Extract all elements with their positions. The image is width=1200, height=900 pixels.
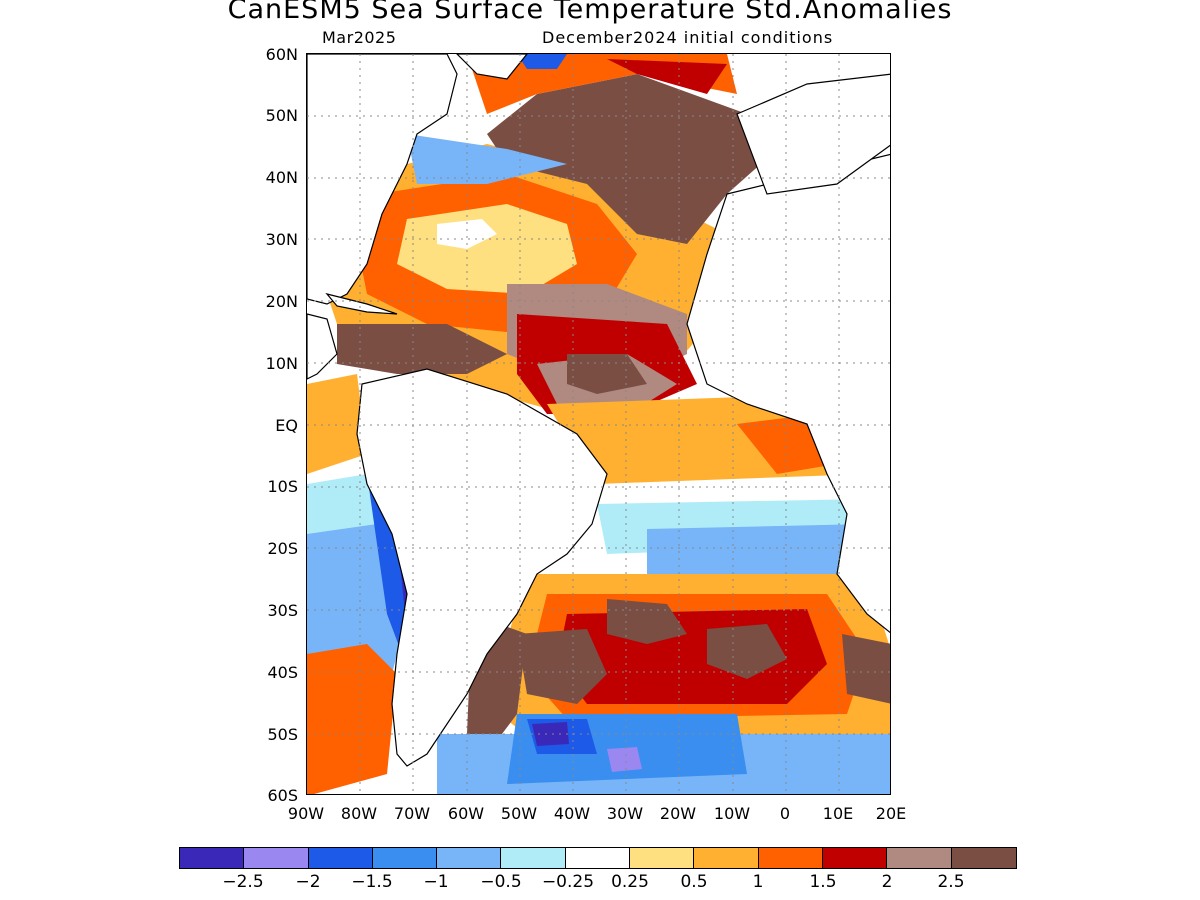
lon-label-40w: 40W: [553, 804, 591, 823]
colorbar-swatch: [758, 848, 823, 868]
tropical-brown: [337, 324, 507, 374]
lat-label-40n: 40N: [265, 168, 298, 187]
lat-label-30n: 30N: [265, 230, 298, 249]
africa: [686, 153, 890, 634]
colorbar-swatch: [822, 848, 888, 868]
colorbar-label: 2: [881, 872, 893, 892]
lat-label-40s: 40S: [267, 663, 298, 682]
forecast-month: Mar2025: [322, 28, 397, 47]
south-atlantic-brown-3: [707, 624, 787, 679]
nw-atlantic-blue: [407, 134, 567, 184]
colorbar-label: 0.5: [680, 872, 708, 892]
north-atlantic-white-core: [437, 219, 497, 249]
lat-label-10n: 10N: [265, 354, 298, 373]
chart-title: CanESM5 Sea Surface Temperature Std.Anom…: [227, 0, 953, 25]
pacific-red-south: [307, 644, 397, 794]
caribbean-islands: [325, 292, 398, 315]
colorbar-swatch: [180, 848, 245, 868]
colorbar-label: 1.5: [809, 872, 837, 892]
lon-label-70w: 70W: [393, 804, 431, 823]
lon-label-20e: 20E: [875, 804, 907, 823]
anomaly-fill-layer: [307, 54, 890, 794]
land-layer: [307, 54, 890, 767]
colorbar-label: −1.5: [351, 872, 393, 892]
colorbar-swatch: [630, 848, 695, 868]
southern-ocean-purple: [532, 722, 569, 746]
colorbar-label: −0.5: [480, 872, 522, 892]
colorbar-swatch: [501, 848, 566, 868]
south-america: [356, 368, 608, 767]
central-america: [307, 313, 338, 380]
lon-label-50w: 50W: [500, 804, 538, 823]
pacific-coastal-deep-blue: [367, 474, 412, 654]
grid-lines: [307, 54, 890, 794]
colorbar-swatch: [694, 848, 759, 868]
lat-label-20n: 20N: [265, 292, 298, 311]
lat-label-60n: 60N: [265, 45, 298, 64]
greenland: [456, 54, 528, 80]
colorbar-label: −0.25: [541, 872, 595, 892]
nw-atlantic-deep-blue: [517, 54, 567, 69]
colorbar-label: −2.5: [222, 872, 264, 892]
colorbar-swatch: [308, 848, 373, 868]
map-canvas: [307, 54, 890, 794]
colorbar-swatch: [951, 848, 1016, 868]
lon-label-10e: 10E: [822, 804, 854, 823]
lon-label-30w: 30W: [606, 804, 644, 823]
colorbar-label: 1: [752, 872, 764, 892]
colorbar-swatch: [244, 848, 309, 868]
lon-label-90w: 90W: [287, 804, 325, 823]
colorbar-label: −2: [295, 872, 321, 892]
initial-conditions: December2024 initial conditions: [542, 28, 834, 47]
south-atlantic-brown-4: [842, 634, 890, 704]
colorbar-swatch: [887, 848, 952, 868]
lon-label-0: 0: [779, 804, 791, 823]
colorbar-label: 2.5: [937, 872, 965, 892]
europe: [736, 73, 890, 195]
colorbar-label: 0.25: [611, 872, 649, 892]
south-atlantic-brown-1: [607, 599, 687, 644]
colorbar-swatch: [565, 848, 631, 868]
lat-label-20s: 20S: [267, 539, 298, 558]
colorbar-label: −1: [423, 872, 449, 892]
sst-anomaly-map: [306, 53, 891, 795]
colorbar: [179, 847, 1017, 869]
lon-label-60w: 60W: [447, 804, 485, 823]
south-atlantic-brown-2: [517, 629, 607, 704]
equatorial-orange: [547, 394, 847, 494]
north-atlantic-top-red: [607, 59, 727, 94]
lat-label-10s: 10S: [267, 477, 298, 496]
colorbar-swatch: [437, 848, 502, 868]
colorbar-swatch: [372, 848, 438, 868]
lat-label-30s: 30S: [267, 601, 298, 620]
pacific-orange-north: [307, 374, 367, 474]
lon-label-20w: 20W: [659, 804, 697, 823]
lat-label-eq: EQ: [275, 416, 298, 435]
southern-ocean-lavender: [607, 747, 642, 772]
lat-label-60s: 60S: [267, 786, 298, 805]
lat-label-50n: 50N: [265, 106, 298, 125]
south-atlantic-blue: [647, 524, 877, 579]
lon-label-80w: 80W: [340, 804, 378, 823]
lon-label-10w: 10W: [713, 804, 751, 823]
lat-label-50s: 50S: [267, 725, 298, 744]
gulf-brown: [567, 354, 647, 394]
